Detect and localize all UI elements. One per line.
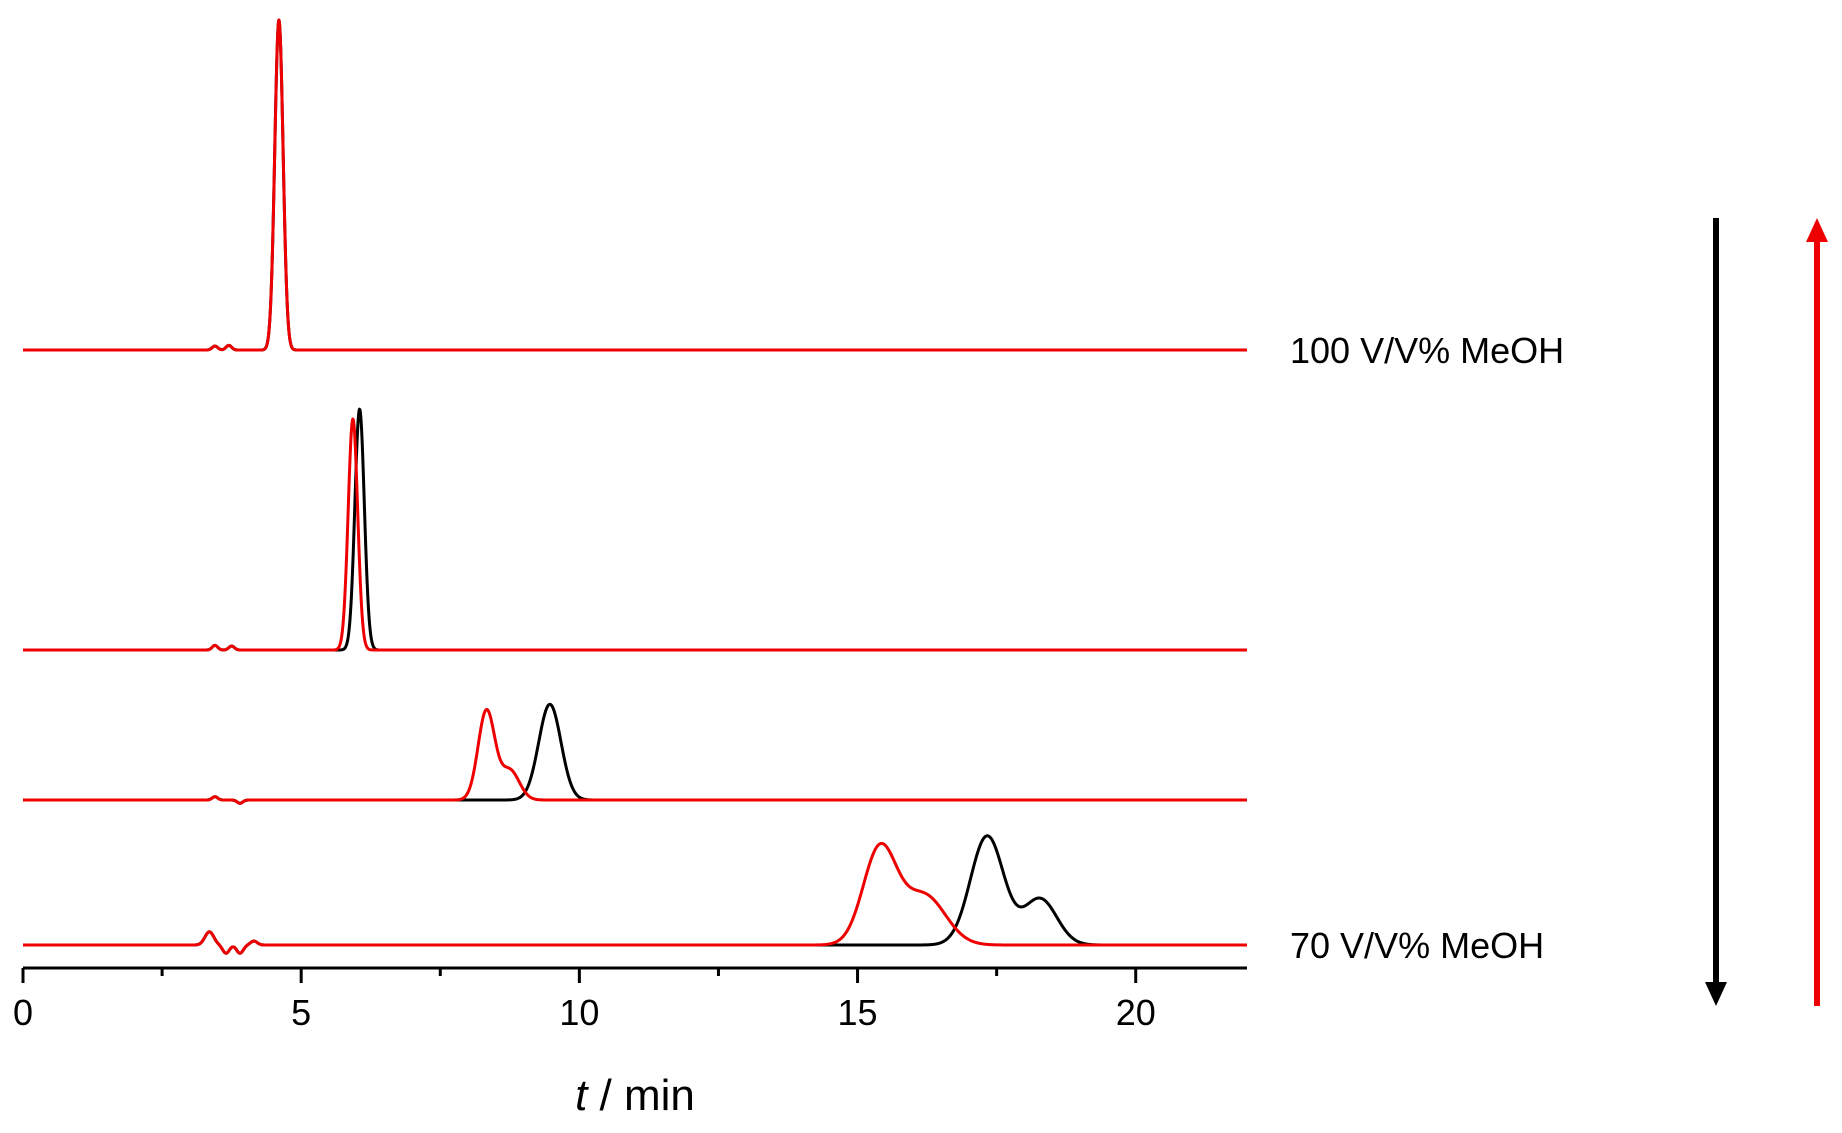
x-tick-label: 10 [559, 992, 599, 1033]
x-axis-title-unit: / min [587, 1071, 695, 1120]
up-arrow-2 [1806, 218, 1828, 1006]
x-tick-label: 20 [1116, 992, 1156, 1033]
trace-1-red-line [21, 18, 1249, 352]
trace-label: 70 V/V% MeOH [1290, 925, 1544, 966]
trace-2-black-line [21, 407, 1249, 652]
trace-label: 100 V/V% MeOH [1290, 330, 1564, 371]
trace-3-black-line [21, 702, 1249, 805]
trace-4-red-line [21, 841, 1249, 955]
trace-labels: 100 V/V% MeOH 70 V/V% MeOH [1290, 330, 1564, 966]
x-axis-title-variable: t [575, 1071, 589, 1120]
x-tick-label: 15 [838, 992, 878, 1033]
x-axis-title: t / min [575, 1071, 695, 1120]
arrow-head [1806, 218, 1828, 242]
traces-layer [21, 18, 1249, 955]
down-arrow-1 [1705, 218, 1727, 1006]
trace-3-red-line [21, 707, 1249, 805]
arrow-head [1705, 982, 1727, 1006]
x-tick-label: 5 [291, 992, 311, 1033]
x-tick-label: 0 [13, 992, 33, 1033]
x-axis-ticks: 0 5 10 15 20 [13, 968, 1156, 1033]
trace-2-red-line [21, 417, 1249, 652]
trace-1-black-line [21, 18, 1249, 352]
direction-arrows [1705, 218, 1828, 1006]
